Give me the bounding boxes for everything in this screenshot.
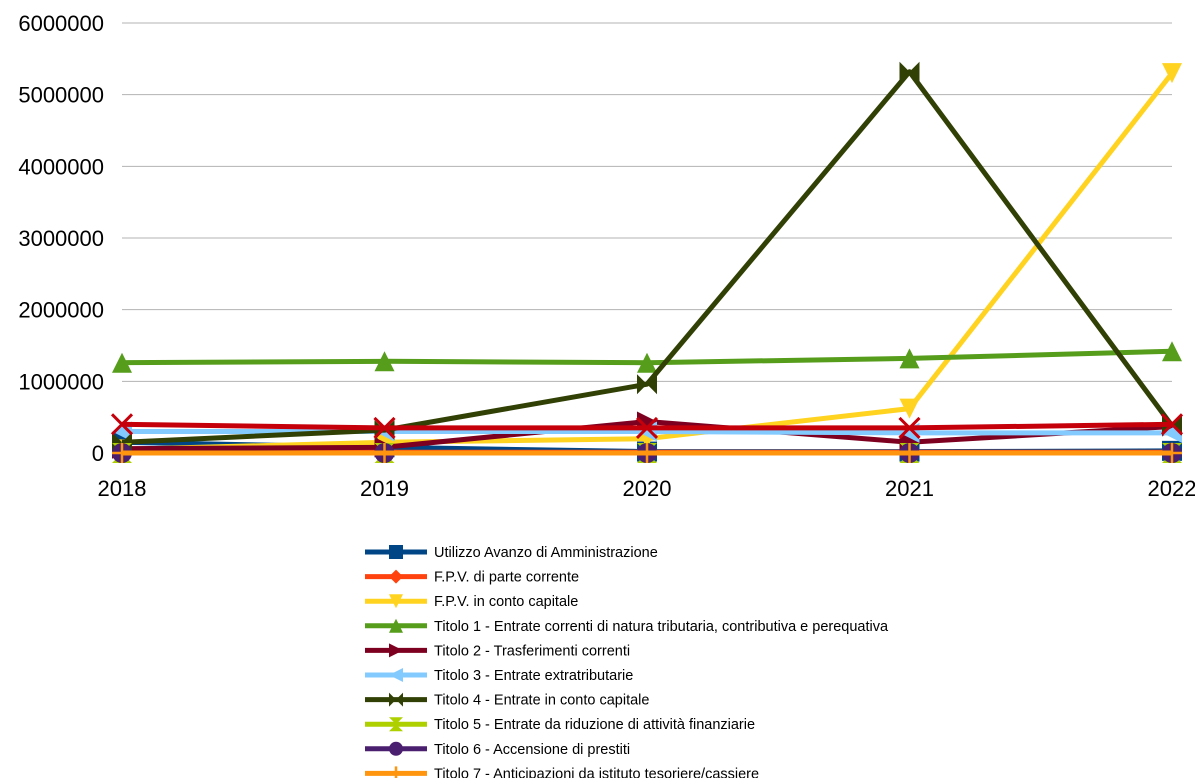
legend-marker <box>389 741 403 756</box>
legend-label: Titolo 7 - Anticipazioni da istituto tes… <box>434 766 759 778</box>
y-tick-label: 4000000 <box>18 154 104 179</box>
series-6 <box>112 61 1182 453</box>
y-tick-label: 6000000 <box>18 11 104 36</box>
legend-label: Titolo 1 - Entrate correnti di natura tr… <box>434 619 889 635</box>
series-line <box>121 69 1175 445</box>
x-tick-label: 2019 <box>360 476 409 501</box>
x-axis-tick-labels: 2018 2019 2020 2021 2022 <box>98 476 1195 501</box>
data-point <box>112 352 132 373</box>
legend: Utilizzo Avanzo di Amministrazione F.P.V.… <box>365 545 889 778</box>
data-point <box>112 443 132 463</box>
legend-marker <box>389 545 403 559</box>
legend-marker <box>389 643 403 658</box>
legend-label: Titolo 2 - Trasferimenti correnti <box>434 643 630 659</box>
y-tick-label: 2000000 <box>18 298 104 323</box>
legend-label: Titolo 6 - Accensione di prestiti <box>434 742 630 758</box>
data-point <box>1162 341 1182 362</box>
legend-label: Titolo 5 - Entrate da riduzione di attiv… <box>434 717 755 733</box>
data-point <box>637 352 657 373</box>
legend-marker <box>389 692 403 707</box>
legend-item: Titolo 4 - Entrate in conto capitale <box>365 692 649 709</box>
legend-item: Titolo 7 - Anticipazioni da istituto tes… <box>365 766 759 778</box>
legend-item: F.P.V. in conto capitale <box>365 594 578 610</box>
legend-item: Titolo 6 - Accensione di prestiti <box>365 741 630 758</box>
y-axis-tick-labels: 0 1000000 2000000 3000000 4000000 5000000 6000… <box>18 11 104 466</box>
x-tick-label: 2018 <box>98 476 147 501</box>
data-point <box>898 416 921 439</box>
data-point <box>374 443 395 463</box>
series-9 <box>112 443 1182 463</box>
data-point <box>899 443 920 463</box>
data-point <box>899 61 920 82</box>
legend-item: Titolo 3 - Entrate extratributarie <box>365 668 633 684</box>
data-point <box>899 348 920 369</box>
legend-label: F.P.V. in conto capitale <box>434 594 578 610</box>
data-point <box>635 416 659 439</box>
legend-item: F.P.V. di parte corrente <box>365 569 579 586</box>
series-2 <box>112 63 1182 460</box>
data-point <box>110 413 134 436</box>
data-point <box>1160 413 1184 436</box>
y-tick-label: 1000000 <box>18 369 104 394</box>
data-point <box>1162 443 1182 463</box>
plot-series <box>110 61 1184 463</box>
legend-item: Titolo 5 - Entrate da riduzione di attiv… <box>365 717 755 733</box>
x-tick-label: 2020 <box>623 476 672 501</box>
legend-item: Titolo 1 - Entrate correnti di natura tr… <box>365 618 889 635</box>
y-tick-label: 5000000 <box>18 83 104 108</box>
data-point <box>637 443 657 463</box>
legend-label: Titolo 3 - Entrate extratributarie <box>434 668 633 684</box>
data-point <box>374 351 395 372</box>
data-point <box>373 416 396 439</box>
data-point <box>899 398 920 419</box>
legend-marker <box>389 717 403 732</box>
legend-item: Utilizzo Avanzo di Amministrazione <box>365 545 658 561</box>
y-tick-label: 0 <box>92 441 104 466</box>
legend-marker <box>389 594 403 609</box>
y-tick-label: 3000000 <box>18 226 104 251</box>
series-3 <box>112 341 1182 373</box>
legend-label: Utilizzo Avanzo di Amministrazione <box>434 545 658 561</box>
legend-item: Titolo 2 - Trasferimenti correnti <box>365 643 630 659</box>
legend-marker <box>389 766 403 778</box>
legend-marker <box>389 569 403 584</box>
x-tick-label: 2022 <box>1148 476 1195 501</box>
legend-label: F.P.V. di parte corrente <box>434 570 579 586</box>
x-tick-label: 2021 <box>885 476 934 501</box>
legend-label: Titolo 4 - Entrate in conto capitale <box>434 693 649 709</box>
data-point <box>637 374 657 395</box>
series-10 <box>110 413 1184 439</box>
grid-lines <box>122 22 1172 454</box>
data-point <box>1162 63 1182 84</box>
legend-marker <box>389 618 403 633</box>
series-line <box>121 71 1174 452</box>
legend-marker <box>389 668 403 682</box>
